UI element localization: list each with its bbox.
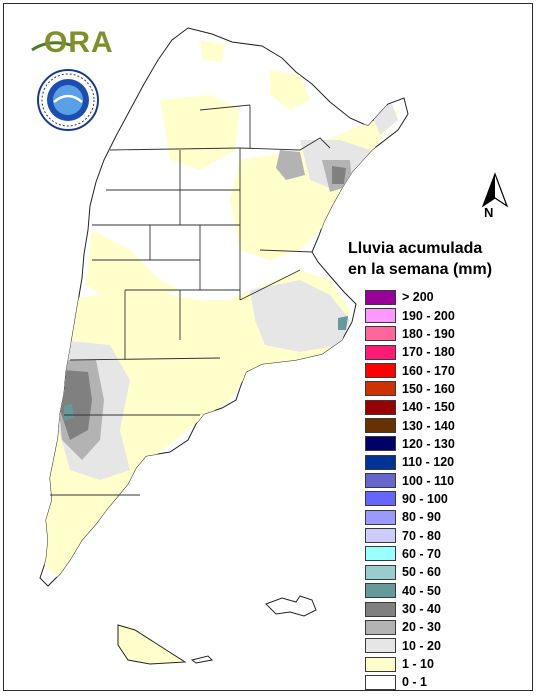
legend-label: 190 - 200 (402, 308, 455, 323)
isla-estados (190, 655, 214, 664)
ora-swoosh-icon (31, 41, 75, 52)
legend-label: 140 - 150 (402, 400, 455, 415)
legend-label: 90 - 100 (402, 491, 448, 506)
precip-area-20-30 (276, 150, 305, 180)
legend-row: 50 - 60 (365, 563, 525, 581)
legend-swatch (365, 326, 396, 342)
legend-label: 100 - 110 (402, 473, 455, 488)
legend-row: 70 - 80 (365, 526, 525, 544)
legend-row: 140 - 150 (365, 398, 525, 416)
legend-label: > 200 (402, 290, 434, 305)
ora-logo-text: ORA (44, 26, 114, 59)
legend-swatch (365, 344, 396, 360)
ora-logo: ORA (30, 22, 113, 62)
legend-title: Lluvia acumulada en la semana (mm) (348, 238, 528, 280)
precip-area-30-40 (60, 370, 92, 440)
legend-label: 130 - 140 (402, 418, 455, 433)
smn-seal-icon (37, 69, 99, 131)
legend-row: 10 - 20 (365, 637, 525, 655)
legend-row: 90 - 100 (365, 490, 525, 508)
legend-swatch (365, 491, 396, 507)
precip-area-10-20 (250, 280, 350, 352)
legend-label: 180 - 190 (402, 326, 455, 341)
legend-row: 120 - 130 (365, 435, 525, 453)
legend-swatch (365, 528, 396, 544)
legend-row: 160 - 170 (365, 361, 525, 379)
legend-label: 40 - 50 (402, 583, 441, 598)
legend-swatch (365, 601, 396, 617)
tierra-del-fuego (117, 624, 187, 665)
legend-row: 20 - 30 (365, 618, 525, 636)
legend-swatch (365, 473, 396, 489)
legend: > 200 190 - 200 180 - 190 170 - 180 160 - 17… (365, 288, 525, 692)
legend-row: 180 - 190 (365, 325, 525, 343)
legend-swatch (365, 418, 396, 434)
legend-swatch (365, 564, 396, 580)
legend-title-line1: Lluvia acumulada (348, 240, 483, 257)
legend-swatch (365, 308, 396, 324)
legend-label: 80 - 90 (402, 510, 441, 525)
legend-row: 130 - 140 (365, 416, 525, 434)
legend-swatch (365, 656, 396, 672)
legend-row: 40 - 50 (365, 582, 525, 600)
precip-area-light (200, 40, 225, 62)
legend-swatch (365, 289, 396, 305)
legend-label: 70 - 80 (402, 528, 441, 543)
legend-swatch (365, 399, 396, 415)
north-arrow-icon (481, 172, 509, 208)
precip-area-30-40 (332, 166, 346, 184)
precip-layer (40, 40, 400, 580)
legend-label: 50 - 60 (402, 565, 441, 580)
legend-swatch (365, 363, 396, 379)
precip-area-light (270, 70, 310, 110)
precip-area-light (86, 230, 180, 300)
legend-row: 30 - 40 (365, 600, 525, 618)
legend-label: 10 - 20 (402, 638, 441, 653)
legend-row: 100 - 110 (365, 471, 525, 489)
legend-label: 60 - 70 (402, 546, 441, 561)
legend-row: 60 - 70 (365, 545, 525, 563)
legend-swatch (365, 509, 396, 525)
legend-row: 150 - 160 (365, 380, 525, 398)
legend-label: 0 - 1 (402, 675, 428, 690)
legend-label: 170 - 180 (402, 345, 455, 360)
legend-swatch (365, 436, 396, 452)
legend-label: 160 - 170 (402, 363, 455, 378)
legend-row: 1 - 10 (365, 655, 525, 673)
legend-label: 1 - 10 (402, 657, 434, 672)
legend-swatch (365, 546, 396, 562)
precip-area-40-50 (64, 404, 74, 420)
north-label: N (484, 205, 494, 220)
malvinas-islands (265, 595, 317, 617)
legend-swatch (365, 619, 396, 635)
legend-swatch (365, 583, 396, 599)
legend-swatch (365, 381, 396, 397)
legend-swatch (365, 454, 396, 470)
legend-row: 0 - 1 (365, 673, 525, 691)
legend-title-line2: en la semana (mm) (348, 261, 493, 278)
legend-label: 110 - 120 (402, 455, 455, 470)
legend-label: 30 - 40 (402, 602, 441, 617)
legend-row: > 200 (365, 288, 525, 306)
legend-row: 110 - 120 (365, 453, 525, 471)
legend-label: 150 - 160 (402, 381, 455, 396)
legend-row: 170 - 180 (365, 343, 525, 361)
legend-label: 120 - 130 (402, 436, 455, 451)
legend-label: 20 - 30 (402, 620, 441, 635)
legend-swatch (365, 674, 396, 690)
precip-area-40-50 (338, 316, 348, 330)
province-boundaries (50, 104, 331, 496)
legend-swatch (365, 638, 396, 654)
legend-row: 80 - 90 (365, 508, 525, 526)
legend-row: 190 - 200 (365, 306, 525, 324)
